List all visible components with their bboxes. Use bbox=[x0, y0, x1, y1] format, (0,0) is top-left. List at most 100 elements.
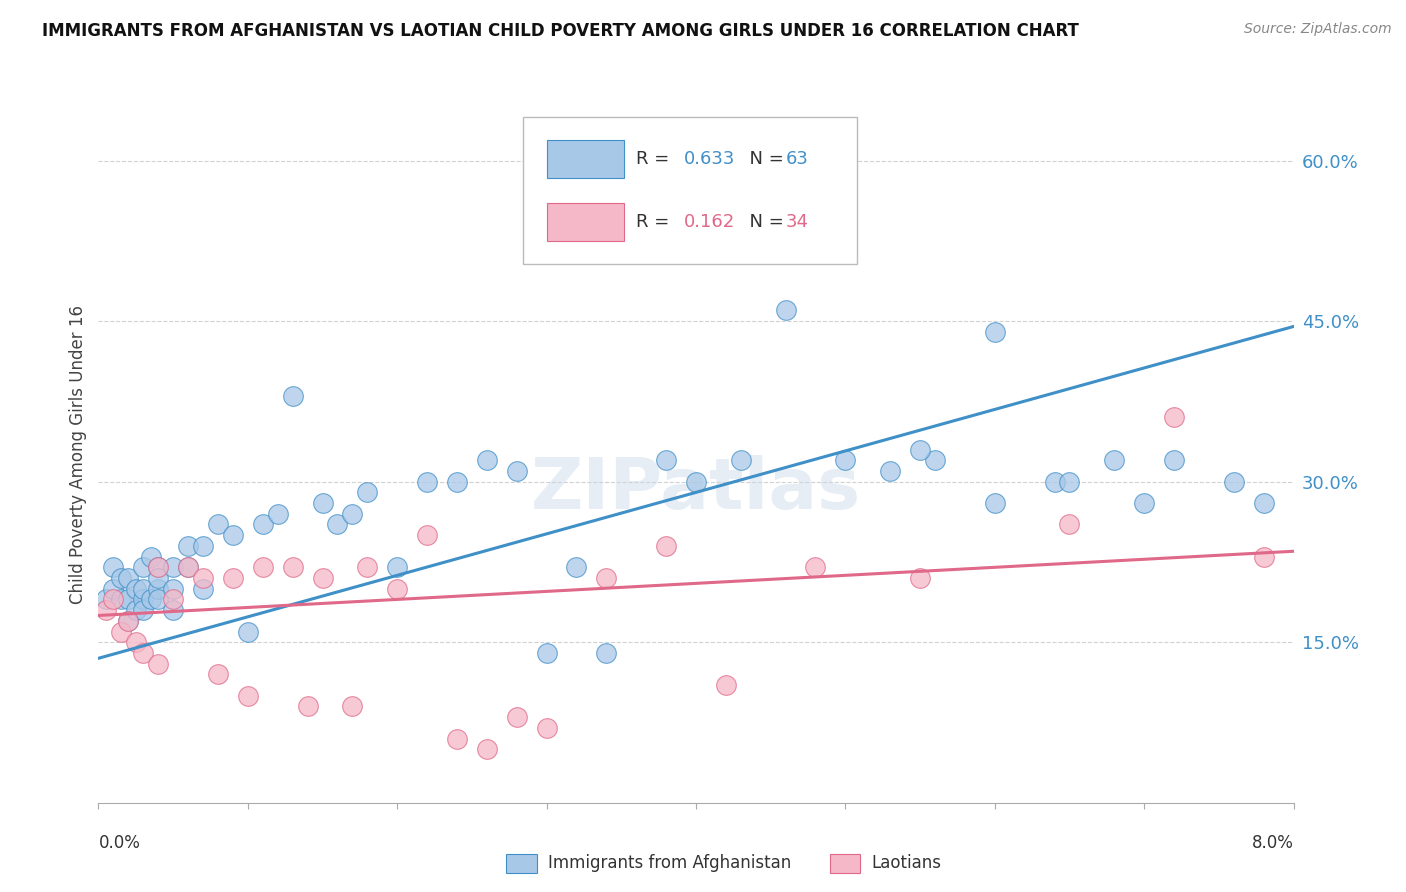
Point bbox=[924, 453, 946, 467]
Point bbox=[162, 603, 184, 617]
Point bbox=[125, 582, 148, 596]
Point bbox=[1253, 549, 1275, 564]
Text: IMMIGRANTS FROM AFGHANISTAN VS LAOTIAN CHILD POVERTY AMONG GIRLS UNDER 16 CORREL: IMMIGRANTS FROM AFGHANISTAN VS LAOTIAN C… bbox=[42, 22, 1078, 40]
Point bbox=[148, 582, 170, 596]
Point bbox=[983, 325, 1005, 339]
Point bbox=[139, 549, 162, 564]
Point bbox=[103, 592, 125, 607]
Point bbox=[1222, 475, 1246, 489]
Point bbox=[222, 528, 245, 542]
Point bbox=[132, 646, 155, 660]
Point bbox=[356, 485, 378, 500]
Point bbox=[714, 678, 737, 692]
Point bbox=[1059, 475, 1081, 489]
Point bbox=[207, 517, 229, 532]
Point bbox=[446, 475, 468, 489]
Point bbox=[506, 464, 529, 478]
Point bbox=[191, 571, 214, 585]
Text: 0.0%: 0.0% bbox=[98, 834, 141, 852]
Point bbox=[110, 571, 132, 585]
Text: 0.633: 0.633 bbox=[685, 150, 735, 169]
Point bbox=[191, 582, 214, 596]
Text: Laotians: Laotians bbox=[872, 855, 942, 872]
FancyBboxPatch shape bbox=[547, 140, 624, 178]
Point bbox=[475, 742, 498, 756]
Text: ZIPatlas: ZIPatlas bbox=[531, 455, 860, 524]
Text: Immigrants from Afghanistan: Immigrants from Afghanistan bbox=[548, 855, 792, 872]
Point bbox=[132, 582, 155, 596]
Point bbox=[506, 710, 529, 724]
Point bbox=[342, 507, 364, 521]
Point bbox=[132, 560, 155, 574]
Point bbox=[536, 646, 558, 660]
Point bbox=[983, 496, 1005, 510]
Point bbox=[139, 592, 162, 607]
Point bbox=[536, 721, 558, 735]
Point bbox=[236, 689, 259, 703]
Text: Source: ZipAtlas.com: Source: ZipAtlas.com bbox=[1244, 22, 1392, 37]
Point bbox=[110, 624, 132, 639]
Point bbox=[311, 571, 333, 585]
Point bbox=[416, 475, 439, 489]
Point bbox=[207, 667, 229, 681]
Text: R =: R = bbox=[636, 213, 675, 231]
Point bbox=[775, 303, 797, 318]
Point bbox=[191, 539, 214, 553]
Point bbox=[595, 571, 617, 585]
Point bbox=[446, 731, 468, 746]
Text: 63: 63 bbox=[786, 150, 808, 169]
Point bbox=[125, 603, 148, 617]
Point bbox=[103, 560, 125, 574]
FancyBboxPatch shape bbox=[547, 202, 624, 241]
FancyBboxPatch shape bbox=[523, 118, 858, 263]
Point bbox=[1102, 453, 1125, 467]
Point bbox=[162, 592, 184, 607]
Point bbox=[125, 635, 148, 649]
Text: 34: 34 bbox=[786, 213, 808, 231]
Point bbox=[879, 464, 901, 478]
Point bbox=[475, 453, 498, 467]
Point bbox=[117, 571, 139, 585]
Point bbox=[117, 614, 139, 628]
Point bbox=[385, 560, 409, 574]
Point bbox=[1253, 496, 1275, 510]
Y-axis label: Child Poverty Among Girls Under 16: Child Poverty Among Girls Under 16 bbox=[69, 305, 87, 605]
Point bbox=[1163, 410, 1185, 425]
Point bbox=[311, 496, 333, 510]
Point bbox=[834, 239, 856, 253]
Point bbox=[565, 560, 588, 574]
Point bbox=[326, 517, 349, 532]
Point bbox=[177, 560, 200, 574]
Point bbox=[685, 475, 707, 489]
Point bbox=[94, 592, 117, 607]
Text: N =: N = bbox=[738, 213, 789, 231]
Point bbox=[148, 657, 170, 671]
Point bbox=[356, 560, 378, 574]
Point bbox=[804, 560, 827, 574]
Point bbox=[103, 582, 125, 596]
Text: 8.0%: 8.0% bbox=[1251, 834, 1294, 852]
Point bbox=[117, 614, 139, 628]
Point bbox=[236, 624, 259, 639]
Point bbox=[730, 453, 752, 467]
Text: R =: R = bbox=[636, 150, 675, 169]
Point bbox=[252, 517, 274, 532]
Text: 0.162: 0.162 bbox=[685, 213, 735, 231]
Point bbox=[1059, 517, 1081, 532]
Point bbox=[162, 582, 184, 596]
Point bbox=[110, 592, 132, 607]
Point bbox=[252, 560, 274, 574]
Point bbox=[281, 560, 304, 574]
Point bbox=[177, 560, 200, 574]
Point bbox=[385, 582, 409, 596]
Point bbox=[908, 571, 931, 585]
Point bbox=[148, 592, 170, 607]
Point bbox=[148, 560, 170, 574]
Point bbox=[94, 603, 117, 617]
Point bbox=[222, 571, 245, 585]
Point bbox=[416, 528, 439, 542]
Point bbox=[281, 389, 304, 403]
Point bbox=[834, 453, 856, 467]
Point bbox=[655, 539, 678, 553]
Point bbox=[267, 507, 290, 521]
